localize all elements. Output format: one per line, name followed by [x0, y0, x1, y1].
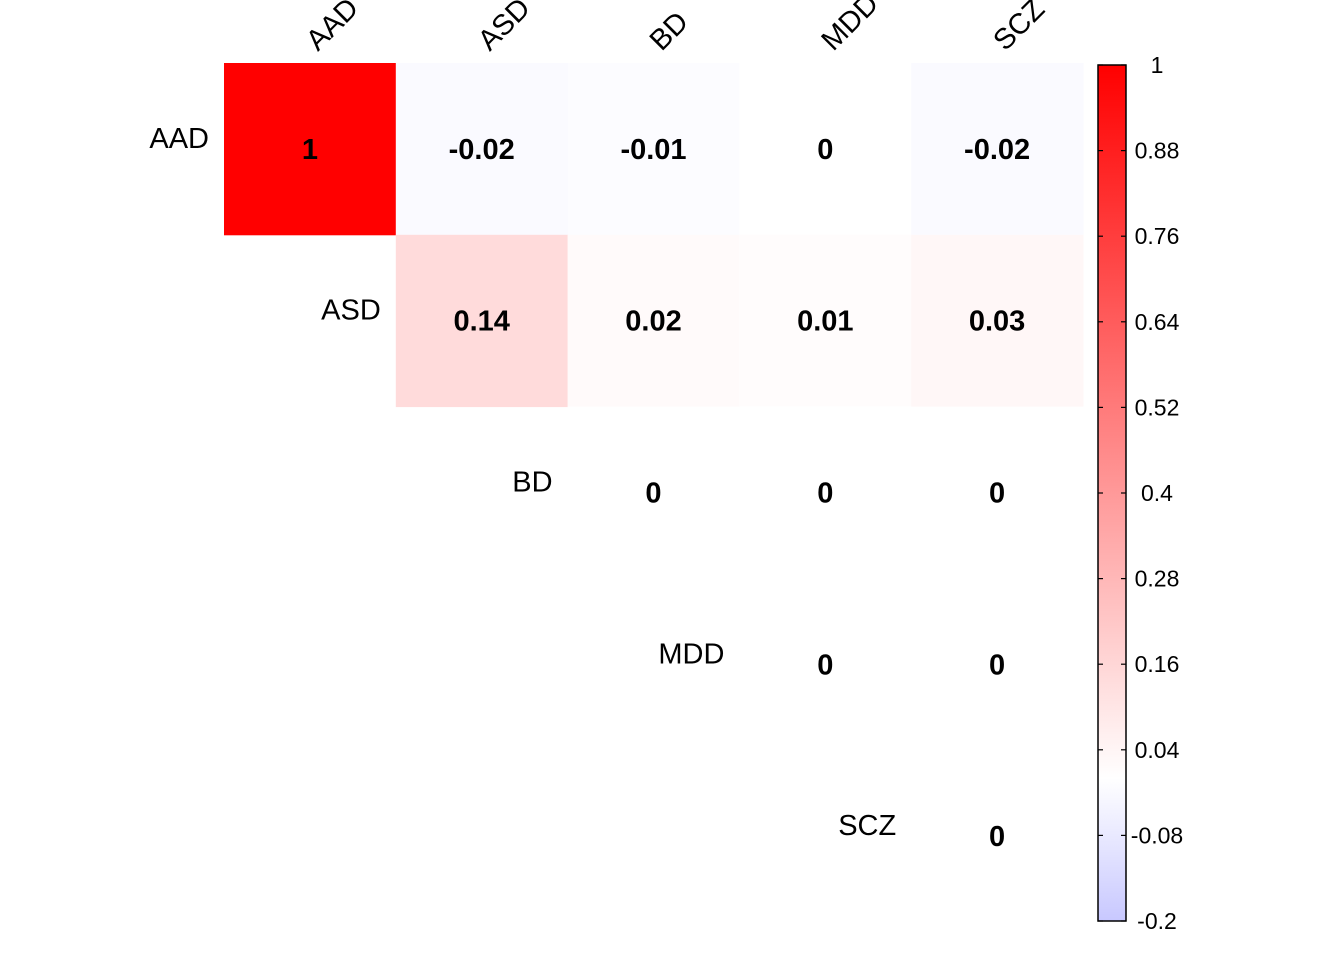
colorbar-legend: -0.2 -0.08 0.04 0.16 0.28 0.4 0.52 0.64 0.76 0.88… — [1097, 52, 1183, 934]
heatmap-cell-aad-mdd — [739, 63, 912, 236]
colorbar-tick-label: 0.88 — [1135, 138, 1180, 164]
row-label: AAD — [149, 123, 209, 155]
colorbar-tick-label: 0.04 — [1135, 737, 1180, 763]
cell-value-label: 1 — [302, 134, 318, 166]
cell-value-label: 0 — [989, 821, 1005, 853]
heatmap-cell-aad-asd — [395, 63, 569, 236]
heatmap-cell-asd-asd — [395, 234, 569, 408]
cell-value-label: -0.02 — [964, 134, 1030, 166]
colorbar-tick-label: 0.16 — [1135, 651, 1180, 677]
colorbar-tick-label: -0.2 — [1137, 908, 1177, 934]
colorbar-tick-label: 0.4 — [1141, 480, 1173, 506]
row-labels: AAD ASD BD MDD SCZ — [149, 123, 896, 842]
colorbar-tick-label: 0.76 — [1135, 223, 1180, 249]
cell-value-label: 0 — [989, 649, 1005, 681]
row-label: BD — [512, 467, 552, 499]
cell-value-label: 0 — [645, 478, 661, 510]
heatmap-cell-asd-scz — [911, 234, 1084, 408]
cell-value-label: 0.01 — [797, 306, 853, 338]
column-label: MDD — [816, 0, 885, 57]
colorbar-tick-label: 0.64 — [1135, 309, 1180, 335]
colorbar-tick-label: 0.52 — [1135, 394, 1180, 420]
row-label: SCZ — [838, 810, 896, 842]
heatmap-cell-scz-scz — [911, 750, 1084, 923]
heatmap-cell-bd-mdd — [739, 406, 912, 579]
cell-value-label: -0.01 — [620, 134, 686, 166]
column-labels: AAD ASD BD MDD SCZ — [300, 0, 1051, 57]
heatmap-cell-mdd-scz — [911, 578, 1084, 751]
colorbar-tick-label: 0.28 — [1135, 566, 1180, 592]
cell-value-label: 0 — [817, 134, 833, 166]
heatmap-cell-aad-scz — [911, 63, 1084, 236]
column-label: AAD — [300, 0, 365, 57]
cell-value-label: 0.02 — [625, 306, 681, 338]
cell-value-label: -0.02 — [449, 134, 515, 166]
heatmap-cell-mdd-mdd — [739, 578, 912, 751]
column-label: BD — [644, 6, 695, 57]
cell-value-label: 0 — [989, 478, 1005, 510]
heatmap-cell-aad-aad — [224, 63, 397, 236]
colorbar-tick-label: -0.08 — [1131, 822, 1183, 848]
heatmap-cell-bd-scz — [911, 406, 1084, 579]
heatmap-cells: 1 -0.02 -0.01 0 -0.02 0.14 0.02 0.01 0.03 0 0 0 0 0 0 — [224, 63, 1084, 923]
heatmap-cell-asd-mdd — [739, 234, 912, 408]
heatmap-cell-bd-bd — [567, 406, 740, 579]
cell-value-label: 0 — [817, 478, 833, 510]
column-label: SCZ — [987, 0, 1051, 57]
heatmap-cell-asd-bd — [567, 234, 740, 408]
heatmap-cell-aad-bd — [567, 63, 740, 236]
column-label: ASD — [472, 0, 537, 57]
row-label: ASD — [321, 295, 381, 327]
colorbar-tick-label: 1 — [1151, 52, 1164, 78]
cell-value-label: 0.03 — [969, 306, 1025, 338]
cell-value-label: 0.14 — [453, 306, 509, 338]
cell-value-label: 0 — [817, 649, 833, 681]
row-label: MDD — [658, 638, 724, 670]
